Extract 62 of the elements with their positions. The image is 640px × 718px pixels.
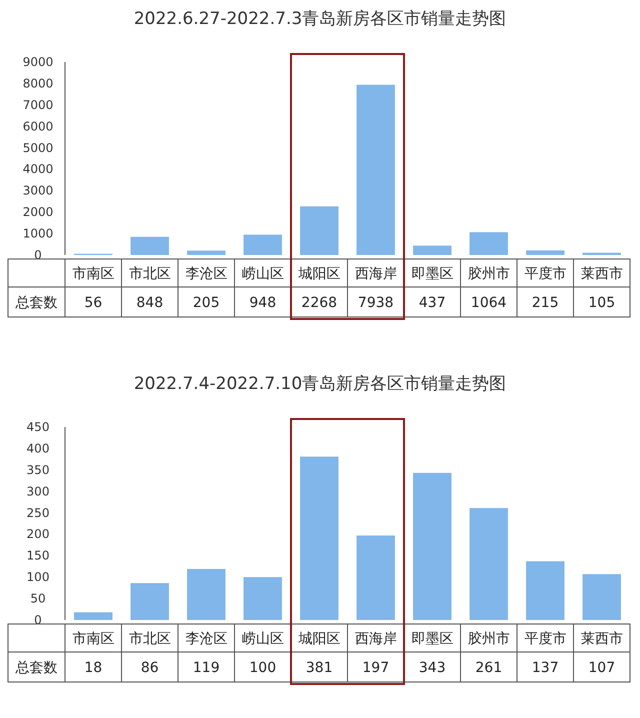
x-tick-label: 胶州市 xyxy=(468,631,510,647)
data-label: 86 xyxy=(140,660,159,676)
y-tick-label: 5000 xyxy=(22,140,54,155)
x-tick-label: 市北区 xyxy=(128,631,171,647)
x-tick-label: 李沧区 xyxy=(185,631,228,647)
y-tick-label: 150 xyxy=(26,548,50,563)
y-tick-label: 7000 xyxy=(22,98,54,112)
y-tick-label: 9000 xyxy=(22,55,54,69)
y-tick-label: 200 xyxy=(26,527,50,542)
data-label: 343 xyxy=(418,660,446,676)
y-tick-label: 8000 xyxy=(22,76,54,90)
x-tick-label: 莱西市 xyxy=(580,266,623,282)
y-tick-label: 3000 xyxy=(22,184,54,198)
y-tick-label: 350 xyxy=(26,462,50,477)
y-tick-label: 6000 xyxy=(22,119,54,134)
data-label: 381 xyxy=(306,660,333,676)
data-label: 105 xyxy=(588,295,616,311)
x-tick-label: 市北区 xyxy=(128,266,171,282)
x-tick-label: 胶州市 xyxy=(468,266,510,282)
chart-title: 2022.7.4-2022.7.10青岛新房各区市销量走势图 xyxy=(134,374,506,394)
y-tick-label: 100 xyxy=(26,570,50,584)
x-tick-label: 平度市 xyxy=(524,266,566,282)
y-tick-label: 50 xyxy=(30,592,46,606)
data-label: 848 xyxy=(136,295,164,311)
y-tick-label: 300 xyxy=(26,484,50,498)
data-label: 197 xyxy=(362,660,390,676)
data-label: 2268 xyxy=(301,295,338,311)
data-label: 18 xyxy=(84,660,102,676)
y-tick-label: 1000 xyxy=(22,226,54,241)
x-tick-label: 即墨区 xyxy=(411,266,454,282)
text: 总套数 xyxy=(14,295,58,311)
data-label: 100 xyxy=(249,660,276,676)
y-tick-label: 250 xyxy=(26,506,50,520)
chart-title: 2022.6.27-2022.7.3青岛新房各区市销量走势图 xyxy=(134,9,506,29)
y-tick-label: 450 xyxy=(26,420,50,434)
data-label: 437 xyxy=(418,295,446,311)
x-tick-label: 崂山区 xyxy=(242,631,284,647)
data-label: 205 xyxy=(192,295,220,311)
x-tick-label: 市南区 xyxy=(72,266,114,282)
x-tick-label: 即墨区 xyxy=(411,631,454,647)
data-label: 56 xyxy=(84,295,102,311)
data-label: 137 xyxy=(532,660,559,676)
x-tick-label: 城阳区 xyxy=(297,266,340,282)
x-tick-label: 城阳区 xyxy=(297,631,340,647)
x-tick-label: 西海岸 xyxy=(354,631,397,647)
data-label: 948 xyxy=(249,295,276,311)
text: 总套数 xyxy=(14,660,58,676)
x-tick-label: 平度市 xyxy=(524,631,566,647)
data-label: 107 xyxy=(588,660,616,676)
data-label: 261 xyxy=(475,660,502,676)
data-label: 215 xyxy=(532,295,559,311)
x-tick-label: 李沧区 xyxy=(185,266,228,282)
data-label: 119 xyxy=(192,660,220,676)
x-tick-label: 崂山区 xyxy=(242,266,284,282)
y-tick-label: 400 xyxy=(26,441,50,456)
x-tick-label: 西海岸 xyxy=(354,266,397,282)
x-tick-label: 莱西市 xyxy=(580,631,623,647)
x-tick-label: 市南区 xyxy=(72,631,114,647)
data-label: 1064 xyxy=(470,295,507,311)
y-tick-label: 4000 xyxy=(22,162,54,176)
data-label: 7938 xyxy=(358,295,394,311)
y-tick-label: 2000 xyxy=(22,205,54,220)
